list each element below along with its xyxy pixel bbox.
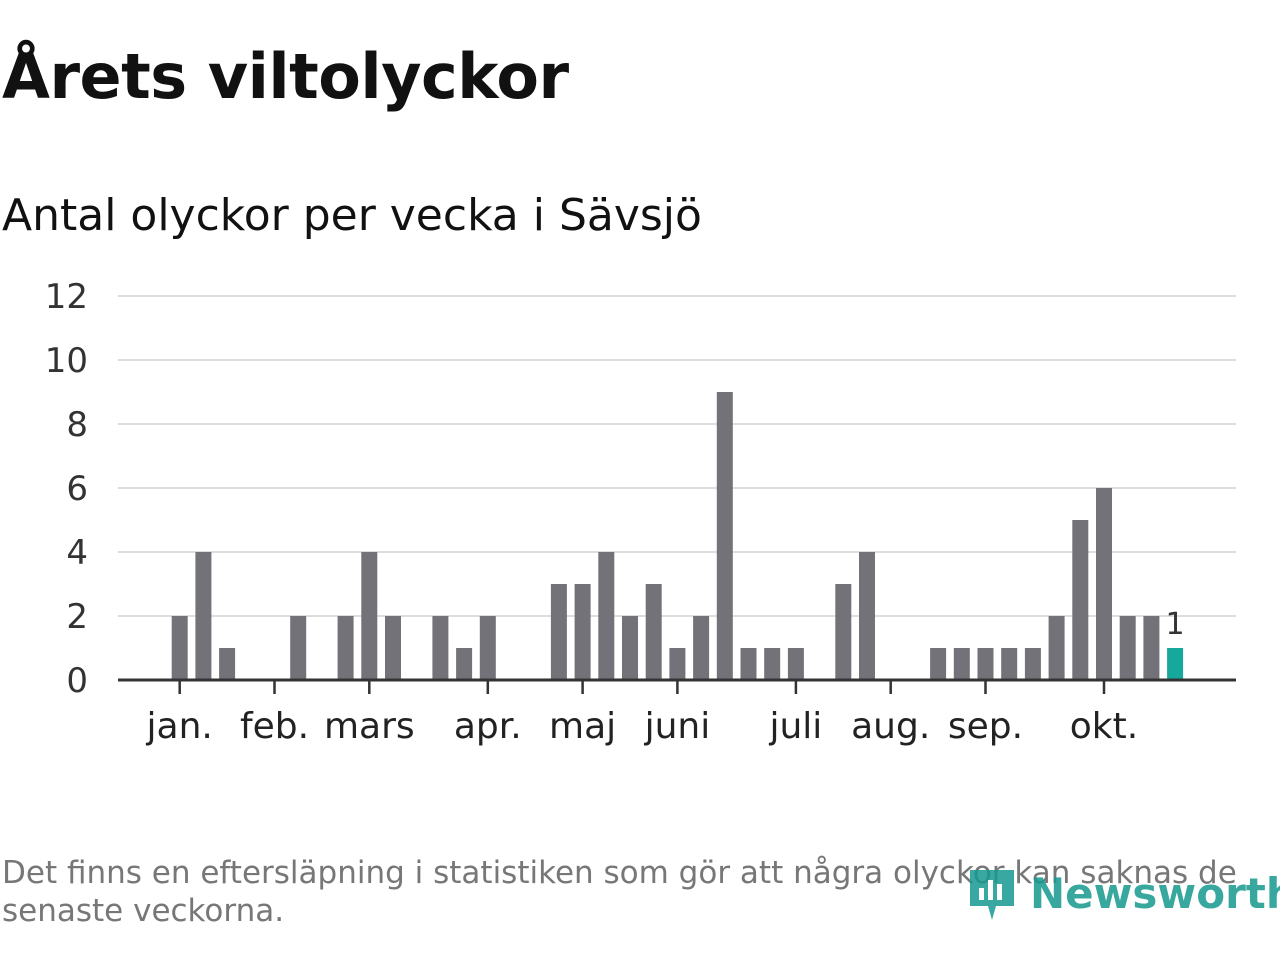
bar	[195, 552, 212, 680]
last-value-label: 1	[1166, 607, 1185, 642]
bar	[361, 552, 378, 680]
bar	[693, 616, 710, 680]
bar	[550, 584, 567, 680]
y-tick-label: 4	[66, 533, 88, 573]
x-tick-label: sep.	[948, 706, 1023, 747]
bar	[1024, 648, 1041, 680]
bar	[764, 648, 781, 680]
bars	[171, 392, 1184, 680]
bar	[1096, 488, 1112, 680]
bar	[716, 392, 733, 680]
chart-title: Årets viltolyckor	[2, 40, 569, 113]
bar	[385, 616, 401, 680]
newsworthy-logo-icon	[970, 870, 1014, 920]
bar	[835, 584, 852, 680]
y-tick-label: 6	[66, 469, 88, 509]
newsworthy-logo-text: Newsworthy	[1030, 868, 1280, 918]
y-tick-label: 0	[66, 661, 88, 701]
x-tick-label: maj	[549, 706, 616, 747]
bar	[1072, 520, 1089, 680]
footnote: Det finns en eftersläpning i statistiken…	[2, 855, 1237, 929]
bar	[930, 648, 947, 680]
x-tick-label: mars	[324, 706, 415, 747]
bar	[622, 616, 638, 680]
y-tick-label: 8	[66, 405, 88, 445]
bar	[669, 648, 686, 680]
bar	[219, 648, 236, 680]
bar	[1119, 616, 1136, 680]
gridlines	[118, 295, 1236, 617]
bar	[479, 616, 496, 680]
bar	[787, 648, 804, 680]
bar	[432, 616, 449, 680]
x-tick-label: jan.	[146, 706, 213, 747]
x-tick-label: juli	[768, 706, 822, 747]
x-axis-ticks: jan. feb. mars apr. maj juni juli aug. sep. okt.	[146, 680, 1138, 747]
bar-chart: 0 2 4 6 8 10 12 jan. feb. mars apr. maj juni juli aug…	[45, 277, 1236, 747]
bar	[574, 584, 591, 680]
x-tick-label: feb.	[240, 706, 309, 747]
newsworthy-logo: Newsworthy	[966, 862, 1280, 924]
bar	[598, 552, 615, 680]
bar-current-week	[1167, 648, 1184, 680]
x-tick-label: aug.	[851, 706, 930, 747]
bar	[1143, 616, 1160, 680]
x-tick-label: juni	[644, 706, 711, 747]
chart-subtitle: Antal olyckor per vecka i Sävsjö	[2, 190, 702, 241]
bar	[1048, 616, 1065, 680]
bar	[290, 616, 307, 680]
bar	[977, 648, 994, 680]
x-tick-label: apr.	[454, 706, 522, 747]
y-axis-ticks: 0 2 4 6 8 10 12	[45, 277, 88, 701]
bar	[1001, 648, 1018, 680]
bar	[645, 584, 662, 680]
bar	[859, 552, 875, 680]
bar	[953, 648, 970, 680]
bar	[171, 616, 188, 680]
y-tick-label: 12	[45, 277, 88, 317]
bar	[337, 616, 354, 680]
x-tick-label: okt.	[1070, 706, 1138, 747]
data-labels: 1	[1166, 607, 1185, 642]
y-tick-label: 10	[45, 341, 88, 381]
y-tick-label: 2	[66, 597, 88, 637]
bar	[456, 648, 473, 680]
bar	[740, 648, 757, 680]
